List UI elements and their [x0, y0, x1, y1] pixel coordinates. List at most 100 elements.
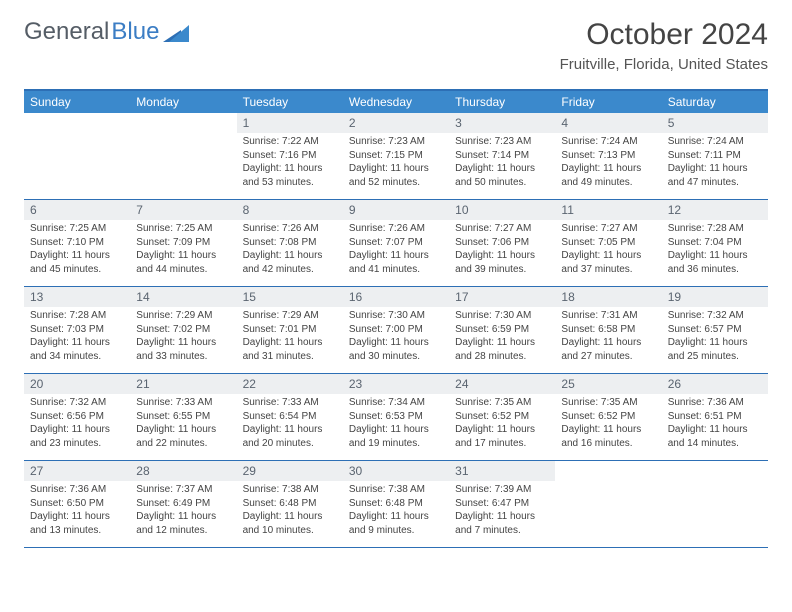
info-line: Sunrise: 7:26 AM — [243, 222, 337, 236]
info-line: and 53 minutes. — [243, 176, 337, 190]
logo: GeneralBlue — [24, 18, 189, 46]
day-info: Sunrise: 7:25 AMSunset: 7:10 PMDaylight:… — [24, 220, 130, 282]
info-line: Daylight: 11 hours — [136, 336, 230, 350]
day-info: Sunrise: 7:28 AMSunset: 7:03 PMDaylight:… — [24, 307, 130, 369]
day-cell: 8Sunrise: 7:26 AMSunset: 7:08 PMDaylight… — [237, 200, 343, 286]
info-line: Sunrise: 7:36 AM — [30, 483, 124, 497]
day-info: Sunrise: 7:24 AMSunset: 7:13 PMDaylight:… — [555, 133, 661, 195]
day-cell: 27Sunrise: 7:36 AMSunset: 6:50 PMDayligh… — [24, 461, 130, 547]
day-number: 7 — [130, 200, 236, 220]
info-line: and 44 minutes. — [136, 263, 230, 277]
info-line: Daylight: 11 hours — [30, 249, 124, 263]
info-line: Daylight: 11 hours — [349, 510, 443, 524]
day-cell — [130, 113, 236, 199]
info-line: Sunrise: 7:24 AM — [668, 135, 762, 149]
title-block: October 2024 Fruitville, Florida, United… — [560, 18, 768, 73]
day-info: Sunrise: 7:36 AMSunset: 6:50 PMDaylight:… — [24, 481, 130, 543]
day-number: 19 — [662, 287, 768, 307]
day-cell: 23Sunrise: 7:34 AMSunset: 6:53 PMDayligh… — [343, 374, 449, 460]
day-info: Sunrise: 7:32 AMSunset: 6:56 PMDaylight:… — [24, 394, 130, 456]
info-line: Sunrise: 7:28 AM — [30, 309, 124, 323]
info-line: Sunset: 6:59 PM — [455, 323, 549, 337]
info-line: Sunrise: 7:22 AM — [243, 135, 337, 149]
day-info: Sunrise: 7:27 AMSunset: 7:05 PMDaylight:… — [555, 220, 661, 282]
info-line: Sunset: 6:49 PM — [136, 497, 230, 511]
day-info: Sunrise: 7:23 AMSunset: 7:15 PMDaylight:… — [343, 133, 449, 195]
info-line: and 42 minutes. — [243, 263, 337, 277]
month-title: October 2024 — [560, 18, 768, 52]
day-number: 5 — [662, 113, 768, 133]
info-line: and 28 minutes. — [455, 350, 549, 364]
day-number: 1 — [237, 113, 343, 133]
info-line: and 31 minutes. — [243, 350, 337, 364]
info-line: Sunset: 6:52 PM — [455, 410, 549, 424]
day-info: Sunrise: 7:35 AMSunset: 6:52 PMDaylight:… — [555, 394, 661, 456]
info-line: and 37 minutes. — [561, 263, 655, 277]
day-number: 28 — [130, 461, 236, 481]
day-header: Wednesday — [343, 91, 449, 113]
info-line: Daylight: 11 hours — [668, 162, 762, 176]
day-header: Monday — [130, 91, 236, 113]
info-line: Sunset: 6:48 PM — [243, 497, 337, 511]
info-line: and 41 minutes. — [349, 263, 443, 277]
day-info: Sunrise: 7:36 AMSunset: 6:51 PMDaylight:… — [662, 394, 768, 456]
info-line: Daylight: 11 hours — [349, 249, 443, 263]
info-line: and 47 minutes. — [668, 176, 762, 190]
day-info: Sunrise: 7:29 AMSunset: 7:01 PMDaylight:… — [237, 307, 343, 369]
day-info: Sunrise: 7:37 AMSunset: 6:49 PMDaylight:… — [130, 481, 236, 543]
day-number: 8 — [237, 200, 343, 220]
info-line: and 27 minutes. — [561, 350, 655, 364]
day-number: 11 — [555, 200, 661, 220]
info-line: Sunset: 7:00 PM — [349, 323, 443, 337]
info-line: Sunrise: 7:29 AM — [136, 309, 230, 323]
day-info: Sunrise: 7:31 AMSunset: 6:58 PMDaylight:… — [555, 307, 661, 369]
day-cell: 7Sunrise: 7:25 AMSunset: 7:09 PMDaylight… — [130, 200, 236, 286]
day-header: Sunday — [24, 91, 130, 113]
info-line: Daylight: 11 hours — [30, 336, 124, 350]
header-bar: GeneralBlue October 2024 Fruitville, Flo… — [24, 18, 768, 73]
day-info: Sunrise: 7:32 AMSunset: 6:57 PMDaylight:… — [662, 307, 768, 369]
day-info: Sunrise: 7:26 AMSunset: 7:08 PMDaylight:… — [237, 220, 343, 282]
info-line: Sunset: 6:51 PM — [668, 410, 762, 424]
info-line: Sunrise: 7:23 AM — [455, 135, 549, 149]
info-line: and 19 minutes. — [349, 437, 443, 451]
day-info: Sunrise: 7:33 AMSunset: 6:54 PMDaylight:… — [237, 394, 343, 456]
info-line: Daylight: 11 hours — [561, 249, 655, 263]
info-line: and 17 minutes. — [455, 437, 549, 451]
info-line: Daylight: 11 hours — [349, 162, 443, 176]
info-line: Sunset: 6:53 PM — [349, 410, 443, 424]
day-number: 20 — [24, 374, 130, 394]
info-line: Sunset: 6:47 PM — [455, 497, 549, 511]
info-line: and 12 minutes. — [136, 524, 230, 538]
info-line: Sunset: 7:15 PM — [349, 149, 443, 163]
info-line: Sunset: 7:13 PM — [561, 149, 655, 163]
info-line: Sunset: 6:54 PM — [243, 410, 337, 424]
day-cell: 5 Sunrise: 7:24 AMSunset: 7:11 PMDaylight… — [662, 113, 768, 199]
info-line: Daylight: 11 hours — [243, 336, 337, 350]
info-line: Sunset: 7:14 PM — [455, 149, 549, 163]
day-number: 25 — [555, 374, 661, 394]
day-cell: 31Sunrise: 7:39 AMSunset: 6:47 PMDayligh… — [449, 461, 555, 547]
info-line: Daylight: 11 hours — [668, 249, 762, 263]
info-line: Daylight: 11 hours — [243, 423, 337, 437]
info-line: Sunrise: 7:27 AM — [561, 222, 655, 236]
day-info: Sunrise: 7:35 AMSunset: 6:52 PMDaylight:… — [449, 394, 555, 456]
day-number: 9 — [343, 200, 449, 220]
info-line: Sunrise: 7:35 AM — [455, 396, 549, 410]
day-number: 29 — [237, 461, 343, 481]
info-line: Daylight: 11 hours — [668, 423, 762, 437]
day-header: Thursday — [449, 91, 555, 113]
info-line: Daylight: 11 hours — [349, 336, 443, 350]
info-line: Sunset: 7:11 PM — [668, 149, 762, 163]
day-number: 16 — [343, 287, 449, 307]
info-line: and 20 minutes. — [243, 437, 337, 451]
info-line: and 34 minutes. — [30, 350, 124, 364]
info-line: Sunset: 7:03 PM — [30, 323, 124, 337]
info-line: and 22 minutes. — [136, 437, 230, 451]
info-line: Sunrise: 7:31 AM — [561, 309, 655, 323]
day-cell: 9Sunrise: 7:26 AMSunset: 7:07 PMDaylight… — [343, 200, 449, 286]
info-line: and 50 minutes. — [455, 176, 549, 190]
info-line: and 13 minutes. — [30, 524, 124, 538]
info-line: Daylight: 11 hours — [243, 249, 337, 263]
info-line: Sunset: 7:16 PM — [243, 149, 337, 163]
